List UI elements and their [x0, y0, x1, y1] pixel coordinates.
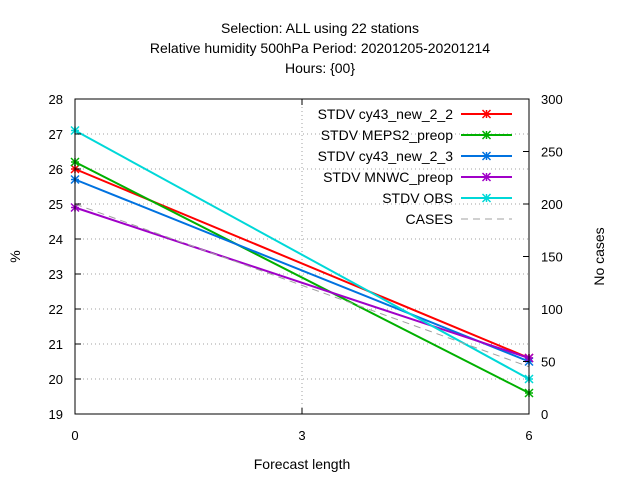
grid-lines: [75, 99, 529, 414]
y2-tick-label: 200: [541, 197, 563, 212]
legend-marker-3: [481, 172, 492, 182]
y-tick-label: 19: [49, 407, 63, 422]
chart-title-line-3: Hours: {00}: [284, 60, 356, 76]
series-line-3: [74, 206, 530, 359]
legend-marker-4: [481, 193, 492, 203]
marker-stroke-d2: [481, 109, 492, 119]
y2-tick-label: 300: [541, 92, 563, 107]
axis-ticks: 19 20 21 22 23 24 25 26 27 28 0 50 100 150 200 250 300 0 3…: [49, 92, 563, 443]
series-line-2: [74, 178, 530, 363]
y2-tick-label: 250: [541, 145, 563, 160]
legend: STDV cy43_new_2_2 STDV MEPS2_preop STDV cy…: [318, 106, 512, 227]
y2-axis-label: No cases: [591, 227, 607, 285]
y-tick-label: 22: [49, 302, 63, 317]
y-tick-label: 23: [49, 267, 63, 282]
legend-marker-0: [481, 109, 492, 119]
y2-tick-label: 100: [541, 302, 563, 317]
marker-stroke-d2: [481, 151, 492, 161]
series-line-5: [74, 203, 530, 368]
series-line-4: [74, 129, 530, 380]
y-tick-label: 28: [49, 92, 63, 107]
y-tick-label: 21: [49, 337, 63, 352]
series-line-1: [74, 161, 530, 394]
x-tick-label: 0: [71, 428, 78, 443]
x-tick-label: 6: [525, 428, 532, 443]
chart-title-line-2: Relative humidity 500hPa Period: 2020120…: [149, 40, 491, 56]
legend-marker-2: [481, 151, 492, 161]
marker-stroke-d2: [481, 193, 492, 203]
y-axis-label: %: [7, 250, 23, 262]
y-tick-label: 25: [49, 197, 63, 212]
legend-label-5: CASES: [406, 211, 453, 227]
y-tick-label: 27: [49, 127, 63, 142]
marker-stroke-d2: [481, 172, 492, 182]
legend-label-0: STDV cy43_new_2_2: [318, 106, 454, 122]
y2-tick-label: 0: [541, 407, 548, 422]
y-tick-label: 20: [49, 372, 63, 387]
marker-stroke-d2: [481, 130, 492, 140]
y-tick-label: 26: [49, 162, 63, 177]
legend-label-1: STDV MEPS2_preop: [321, 127, 453, 143]
y-tick-label: 24: [49, 232, 63, 247]
x-tick-label: 3: [298, 428, 305, 443]
y2-tick-label: 150: [541, 250, 563, 265]
legend-label-2: STDV cy43_new_2_3: [318, 148, 454, 164]
x-axis-label: Forecast length: [254, 456, 351, 472]
legend-label-4: STDV OBS: [382, 190, 453, 206]
legend-marker-1: [481, 130, 492, 140]
plot-frame: [74, 98, 530, 415]
y2-tick-label: 50: [541, 355, 555, 370]
chart-title-line-1: Selection: ALL using 22 stations: [221, 20, 419, 36]
legend-label-3: STDV MNWC_preop: [323, 169, 453, 185]
